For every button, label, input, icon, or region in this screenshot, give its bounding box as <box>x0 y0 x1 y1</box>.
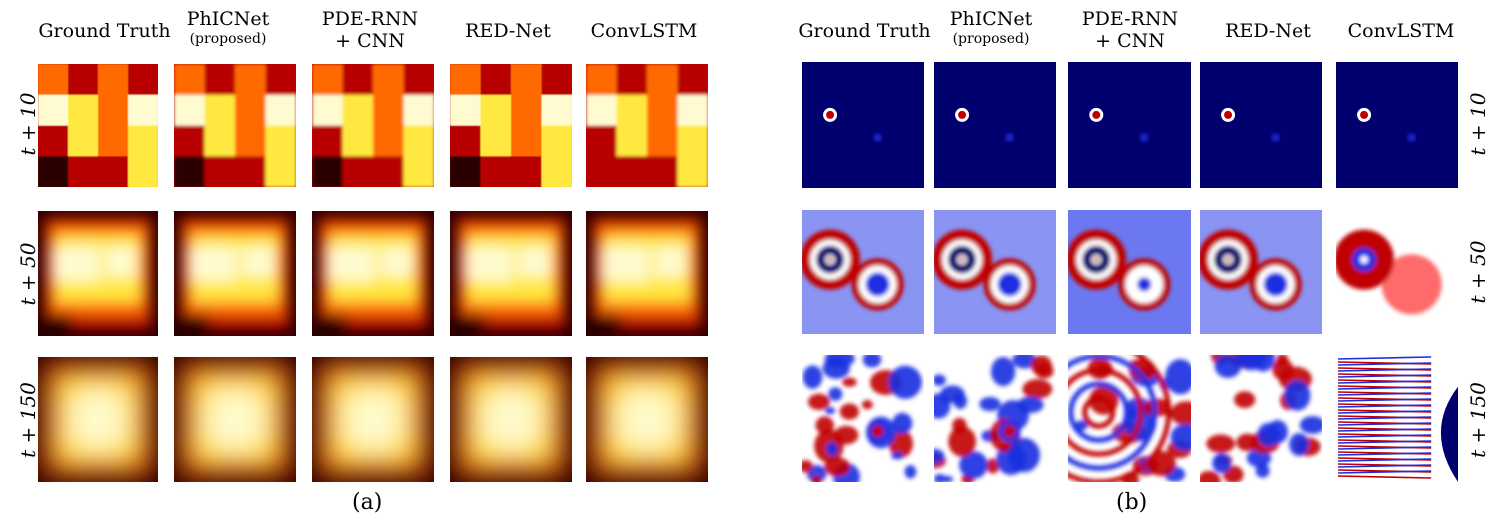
wavefield-r1-c4 <box>1200 62 1322 188</box>
heatmap-r3-c4 <box>450 357 572 482</box>
heatmap-r2-c3 <box>312 211 434 336</box>
panel-a-row-label-t50: t + 50 <box>16 242 40 306</box>
panel-b-caption: (b) <box>1116 490 1148 515</box>
wavefield-r3-c2 <box>934 355 1056 482</box>
panel-b-header-convlstm: ConvLSTM <box>1347 20 1455 42</box>
wavefield-r2-c5 <box>1336 210 1458 334</box>
wavefield-r3-c4 <box>1200 355 1322 482</box>
wavefield-r1-c5 <box>1336 62 1458 188</box>
panel-b-header-red-net: RED-Net <box>1225 20 1311 42</box>
heatmap-r3-c2 <box>174 357 296 482</box>
wavefield-r1-c3 <box>1068 62 1191 188</box>
wavefield-r1-c2 <box>934 62 1056 188</box>
panel-a-header-red-net: RED-Net <box>465 20 551 42</box>
heatmap-r1-c4 <box>450 64 572 187</box>
heatmap-r2-c1 <box>38 211 158 336</box>
heatmap-r3-c1 <box>38 357 158 482</box>
panel-b-row-label-t10: t + 10 <box>1466 92 1490 156</box>
heatmap-r2-c5 <box>586 211 708 336</box>
panel-b-row-label-t50: t + 50 <box>1466 240 1490 304</box>
heatmap-r3-c5 <box>586 357 708 482</box>
panel-a-row-label-t150: t + 150 <box>16 382 40 458</box>
panel-b-header-ground-truth: Ground Truth <box>798 20 931 42</box>
heatmap-r1-c1 <box>38 64 158 187</box>
wavefield-r2-c4 <box>1200 210 1322 334</box>
panel-a-row-label-t10: t + 10 <box>16 92 40 156</box>
heatmap-r1-c5 <box>586 64 708 187</box>
panel-a-caption: (a) <box>352 490 383 515</box>
wavefield-r2-c2 <box>934 210 1056 334</box>
heatmap-r3-c3 <box>312 357 434 482</box>
panel-b-row-label-t150: t + 150 <box>1466 382 1490 458</box>
wavefield-r2-c1 <box>802 210 924 334</box>
panel-b-header-pde-rnn: PDE-RNN + CNN <box>1081 8 1179 52</box>
wavefield-r3-c1 <box>802 355 924 482</box>
wavefield-r3-c3 <box>1068 355 1191 482</box>
panel-a-header-ground-truth: Ground Truth <box>38 20 171 42</box>
panel-a-header-phicnet: PhICNet (proposed) <box>186 8 270 47</box>
heatmap-r2-c2 <box>174 211 296 336</box>
panel-b-header-phicnet: PhICNet (proposed) <box>949 8 1033 47</box>
heatmap-r1-c2 <box>174 64 296 187</box>
heatmap-r1-c3 <box>312 64 434 187</box>
panel-a-header-pde-rnn: PDE-RNN + CNN <box>321 8 419 52</box>
wavefield-r1-c1 <box>802 62 924 188</box>
panel-a-header-convlstm: ConvLSTM <box>590 20 698 42</box>
wavefield-r2-c3 <box>1068 210 1191 334</box>
heatmap-r2-c4 <box>450 211 572 336</box>
wavefield-r3-c5 <box>1336 355 1458 482</box>
